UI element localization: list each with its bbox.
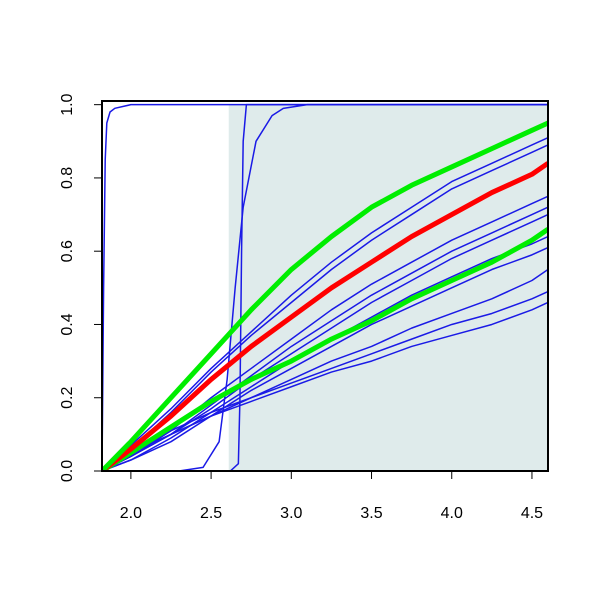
plot-frame <box>101 100 549 472</box>
curve <box>102 161 548 471</box>
y-tick-label: 0.8 <box>59 167 76 189</box>
curve <box>102 227 548 471</box>
x-tick-label: 2.0 <box>120 505 142 522</box>
x-tick-label: 4.5 <box>521 505 543 522</box>
curve <box>102 136 548 471</box>
x-tick-label: 3.0 <box>280 505 302 522</box>
curve <box>102 103 548 471</box>
y-tick-label: 0.2 <box>59 387 76 409</box>
y-tick-label: 1.0 <box>59 93 76 115</box>
y-tick-label: 0.6 <box>59 240 76 262</box>
curve <box>102 103 548 471</box>
plot-area <box>102 103 548 471</box>
shaded-region <box>228 104 548 471</box>
x-tick-label: 4.0 <box>441 505 463 522</box>
curve <box>102 144 548 471</box>
x-tick-label: 2.5 <box>200 505 222 522</box>
curve <box>102 301 548 471</box>
curve <box>102 246 548 471</box>
y-tick-label: 0.4 <box>59 313 76 335</box>
x-tick-label: 3.5 <box>360 505 382 522</box>
curve <box>102 120 548 471</box>
axes: 2.0 2.5 3.0 3.5 4.0 4.5 0.0 0.2 0.4 0.6 0.8 1.0 <box>59 93 549 522</box>
curve <box>102 290 548 471</box>
y-tick-label: 0.0 <box>59 460 76 482</box>
